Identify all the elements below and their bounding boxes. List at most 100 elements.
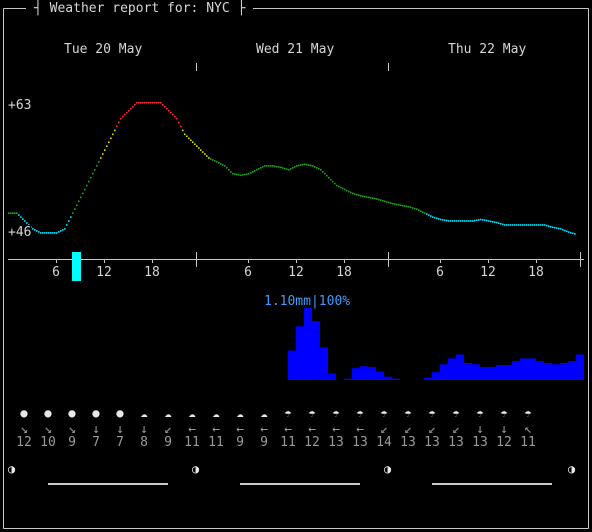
temperature-point [114, 129, 116, 132]
temperature-point [140, 102, 142, 104]
temperature-point [314, 166, 316, 168]
temperature-point [92, 172, 94, 175]
wind-speed-value: 11 [520, 435, 536, 450]
moon-phase-icon: ◑ [568, 462, 576, 476]
hour-tick-label: 12 [96, 265, 112, 280]
weather-condition-icon: ☂ [404, 406, 412, 420]
temperature-point [540, 224, 542, 226]
temperature-line-series [8, 102, 576, 235]
temperature-point [504, 224, 506, 226]
precipitation-bar [384, 376, 392, 380]
temperature-point [228, 169, 230, 171]
wind-direction-icon: ↙ [164, 422, 172, 437]
temperature-point [234, 173, 236, 175]
temperature-point [64, 228, 66, 230]
precipitation-bar [528, 358, 536, 380]
temperature-point [320, 169, 322, 171]
temperature-point [338, 185, 340, 188]
wind-direction-icon: ↓ [140, 422, 148, 437]
day-label-1: Tue 20 May [64, 42, 143, 57]
weather-condition-icon: ☂ [524, 406, 532, 420]
temperature-point [508, 224, 510, 226]
temperature-point [20, 216, 22, 218]
temperature-point [194, 143, 196, 145]
day-separators [196, 63, 389, 71]
hour-tick-label: 18 [528, 265, 544, 280]
precipitation-bar [536, 361, 544, 380]
hour-tick-label: 6 [52, 265, 60, 280]
temperature-point [178, 121, 180, 124]
temperature-point [374, 197, 376, 200]
temperature-point [108, 141, 110, 143]
temperature-point [58, 231, 60, 233]
temperature-point [242, 174, 244, 176]
temperature-point [568, 231, 570, 233]
wind-speed-value: 13 [352, 435, 368, 450]
temperature-point [348, 190, 350, 193]
temperature-point [154, 102, 156, 104]
temperature-point [90, 176, 92, 179]
wind-speed-value: 11 [208, 435, 224, 450]
temperature-point [546, 224, 548, 227]
window-title: ┤ Weather report for: NYC ├ [26, 0, 254, 18]
weather-condition-icon: ☂ [332, 406, 340, 420]
temperature-point [380, 199, 382, 201]
temperature-point [456, 220, 458, 222]
temperature-point [112, 133, 114, 136]
temperature-point [204, 153, 206, 155]
temperature-point [294, 166, 296, 168]
temperature-point [168, 109, 170, 112]
temperature-point [198, 147, 200, 149]
temperature-point [464, 220, 466, 222]
temperature-point [528, 224, 530, 226]
wind-direction-icon: ↘ [20, 422, 28, 437]
temperature-point [336, 184, 338, 187]
temperature-point [122, 115, 124, 118]
temperature-point [110, 137, 112, 140]
weather-condition-icon: ☂ [380, 406, 388, 420]
temperature-point [226, 167, 228, 169]
temperature-point [462, 220, 464, 222]
wind-speed-value: 12 [16, 435, 32, 450]
wind-speed-value: 9 [236, 435, 244, 450]
temperature-point [514, 224, 516, 226]
temperature-point [206, 155, 208, 157]
temperature-point [478, 219, 480, 221]
temperature-point [440, 218, 442, 221]
temperature-point [188, 137, 190, 140]
temperature-point [420, 210, 422, 212]
temperature-point [60, 230, 62, 232]
temperature-point [562, 228, 564, 231]
temperature-point [566, 230, 568, 233]
temperature-point [94, 169, 96, 171]
temperature-point [316, 167, 318, 169]
moon-phase-icon: ◑ [8, 462, 16, 476]
temperature-point [428, 214, 430, 216]
precipitation-bar [464, 362, 472, 380]
temperature-point [548, 225, 550, 227]
temperature-point [56, 232, 58, 234]
temperature-point [410, 206, 412, 209]
temperature-point [164, 105, 166, 108]
weather-condition-icon: ☂ [452, 406, 460, 420]
wind-direction-icon: ↓ [92, 422, 100, 437]
temperature-point [152, 102, 154, 104]
temperature-point [512, 224, 514, 226]
precipitation-bar [552, 364, 560, 380]
hour-tick-label: 18 [336, 265, 352, 280]
temperature-point [252, 171, 254, 173]
temperature-point [76, 204, 78, 207]
precipitation-bar [376, 371, 384, 380]
temperature-point [518, 224, 520, 226]
wind-speed-value: 7 [92, 435, 100, 450]
temperature-point [138, 102, 140, 104]
temperature-point [414, 207, 416, 210]
temperature-point [328, 176, 330, 179]
temperature-point [174, 115, 176, 118]
temperature-point [146, 102, 148, 104]
temperature-point [268, 165, 270, 167]
precipitation-bar [560, 362, 568, 380]
precipitation-bar [544, 362, 552, 380]
temperature-point [292, 167, 294, 169]
temperature-point [24, 220, 26, 222]
